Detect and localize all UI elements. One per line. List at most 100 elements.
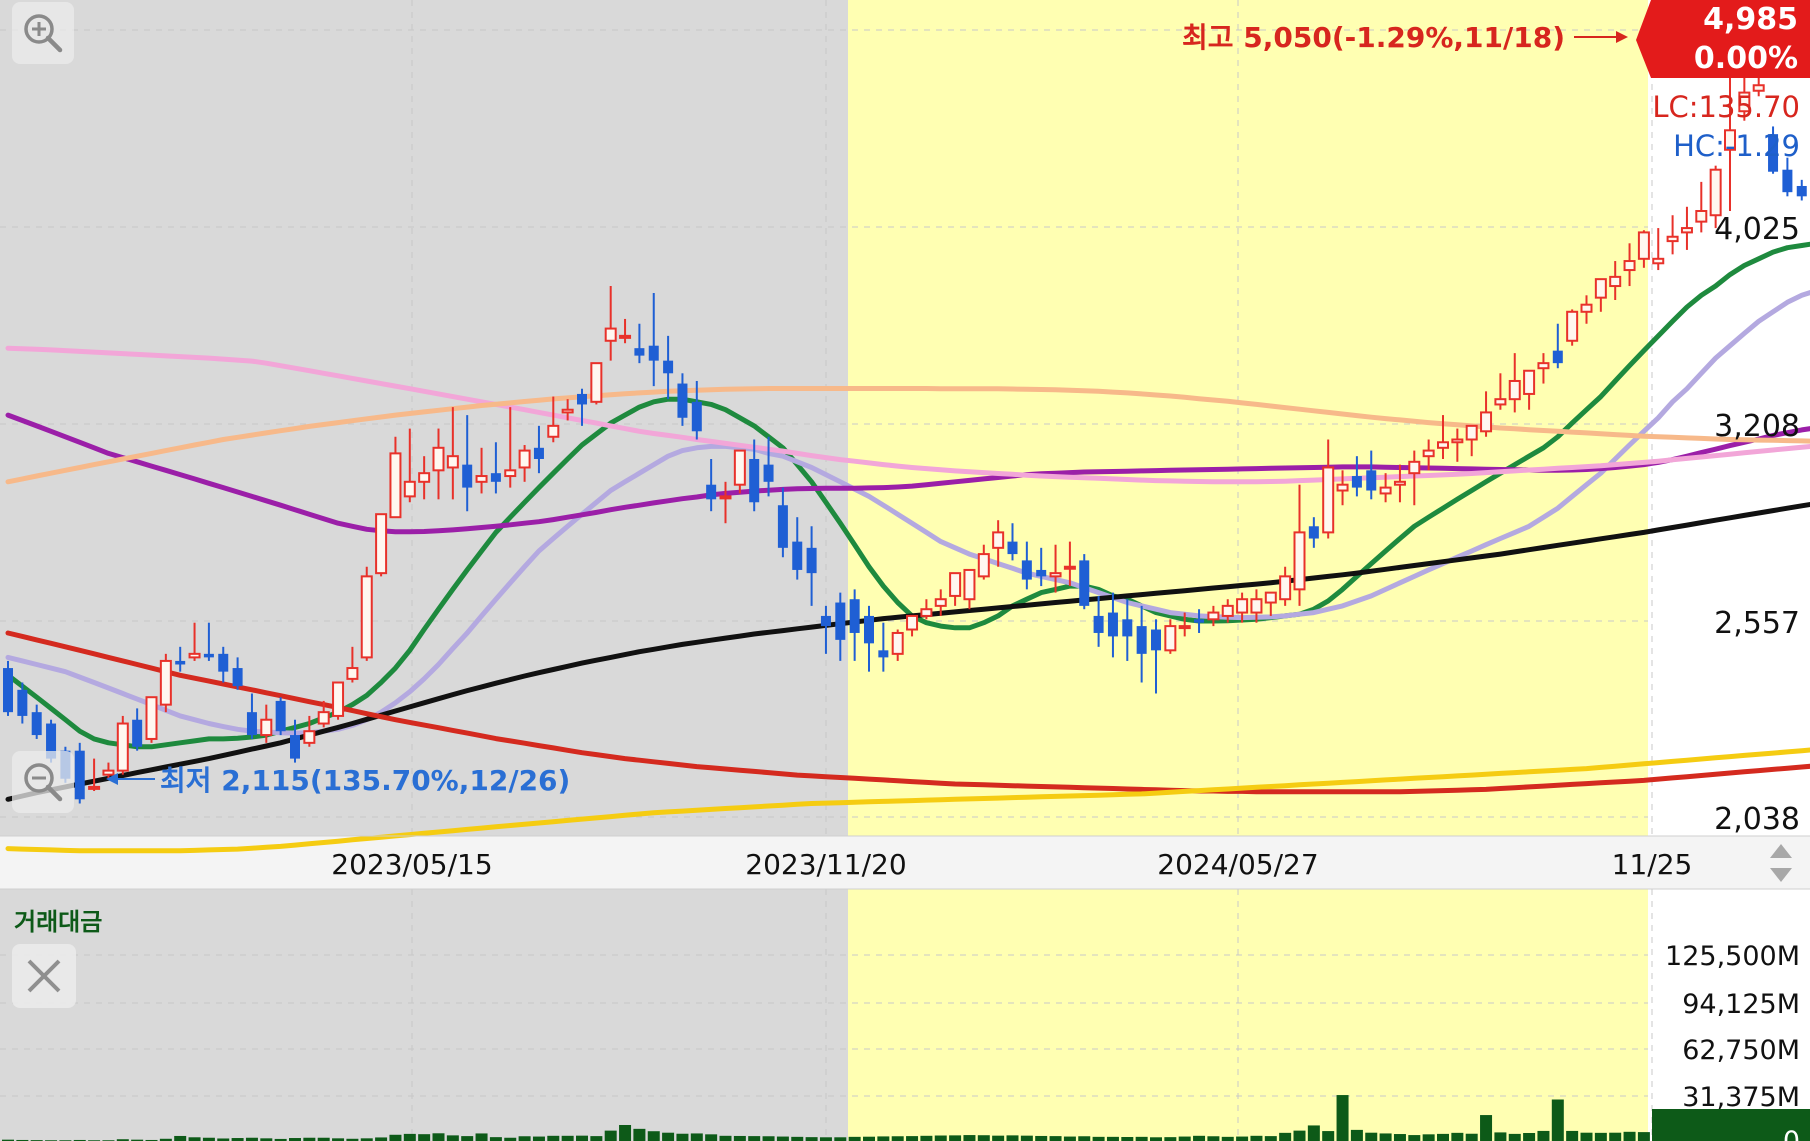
volume-bar [1594,1132,1607,1141]
volume-current-tag [1652,1109,1810,1141]
high-annotation-arrow-icon [1574,31,1628,43]
volume-bar [475,1133,488,1141]
candle-body [1566,310,1579,342]
candle [446,407,459,500]
candle-body [132,719,143,747]
candlesticks [3,58,1807,804]
volume-bar [1020,1135,1033,1141]
candle-body [1093,615,1104,633]
candle-body [1021,560,1032,580]
candle [663,335,674,400]
price-axis-tick-label: 3,208 [1714,409,1800,444]
close-volume-button[interactable] [12,944,76,1008]
candle [1151,619,1161,694]
candle-body [1738,91,1751,113]
volume-bar [432,1133,445,1141]
candle-body [1752,84,1765,92]
candle [733,449,746,494]
candle-body [332,681,345,717]
candle-body [175,660,186,665]
volume-bar [188,1137,201,1141]
candle [432,428,445,500]
candle [1580,295,1593,324]
candle [891,629,904,661]
volume-bar [1451,1132,1464,1141]
volume-bar [1494,1132,1507,1141]
candle-body [1264,591,1277,604]
volume-bar [1236,1136,1249,1141]
volume-bar [1035,1135,1048,1141]
candle [74,742,85,804]
volume-bar [949,1135,962,1141]
volume-bar [733,1135,746,1141]
candle [577,388,587,426]
sort-arrows-icon [1770,844,1792,882]
volume-bar [159,1138,172,1141]
moving-average-line [5,501,1810,802]
volume-bar [1609,1132,1622,1141]
candle-body [303,730,316,744]
volume-bar [1580,1132,1593,1141]
volume-bar [1121,1136,1134,1141]
candle-body [891,631,904,655]
current-change-text: 0.00% [1694,41,1798,76]
candle-body [1079,560,1090,606]
candle-body [1194,619,1205,623]
volume-bar [1336,1095,1349,1141]
candle [1279,566,1292,606]
candle-body [317,711,330,725]
low-change-label: LC:135.70 [1652,90,1800,124]
candle [1796,179,1807,201]
candle [188,622,201,661]
candle-body [116,722,129,772]
candle [1782,157,1793,197]
zoom-out-button[interactable] [12,751,74,813]
volume-bar [360,1138,373,1141]
candle-body [533,447,544,459]
candle-body [418,472,431,483]
candle [116,715,129,775]
candle [1250,589,1263,623]
candle-body [561,408,574,414]
candle-body [1680,227,1693,234]
candle-body [1178,625,1191,630]
candle [1308,517,1319,548]
candle [1379,473,1392,503]
axis-scale-button[interactable] [1752,838,1810,888]
zoom-out-icon [24,763,63,802]
volume-bar [1637,1132,1650,1141]
candle [246,693,257,739]
candle-body [31,712,42,736]
candle-body [1007,541,1018,555]
candle-body [590,362,603,403]
zoom-in-button[interactable] [12,2,74,64]
candle [462,415,473,512]
candle [1093,595,1104,647]
candle-body [777,505,788,548]
candle-body [577,393,587,405]
candle-body [1221,604,1234,617]
candle [533,425,544,474]
volume-bar [1537,1130,1550,1141]
candle [317,700,330,728]
candle [1178,612,1191,637]
candle-body [733,449,746,486]
volume-bar [647,1131,660,1141]
date-axis-tick-label: 2024/05/27 [1157,848,1318,881]
volume-bar [245,1137,258,1141]
candle [475,447,488,494]
candle-body [475,475,488,483]
candle [389,436,402,519]
volume-axis-tick-label: 94,125M [1682,989,1800,1020]
candle-body [677,383,688,418]
volume-bar [231,1138,244,1141]
volume-bar [73,1139,86,1141]
candle-body [1408,460,1421,475]
candle [1437,415,1449,459]
volume-bars [2,1095,1810,1141]
volume-bar [303,1137,316,1141]
candle [518,445,531,482]
candle-body [749,458,760,503]
candle-body [1609,275,1622,288]
